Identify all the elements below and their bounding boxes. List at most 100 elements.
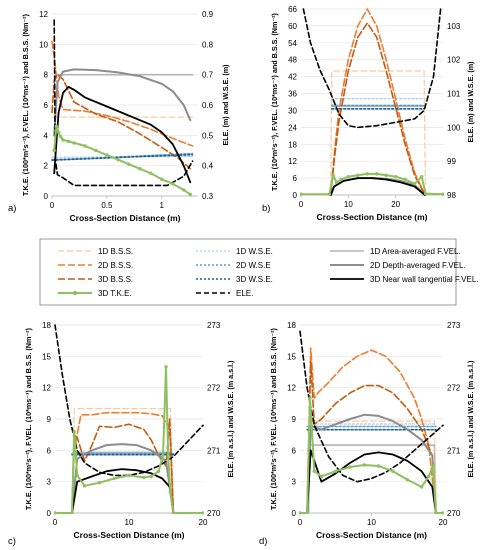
y-tick-label: 0 (47, 509, 52, 518)
x-axis-title: Cross-Section Distance (m) (74, 530, 185, 540)
data-point-tke (441, 192, 444, 196)
legend-label: 2D B.S.S. (98, 261, 133, 270)
series-line-v3d (71, 468, 175, 514)
y-tick-label: 30 (288, 106, 297, 115)
y-tick-label: 9 (292, 415, 297, 424)
y-tick-label: 12 (287, 384, 296, 393)
data-point-tke (54, 124, 59, 128)
y-tick-label: 6 (47, 446, 52, 455)
data-point-tke (52, 148, 56, 153)
data-point-tke (75, 473, 79, 478)
legend-label: 1D Area-averaged F.VEL. (370, 247, 461, 256)
panel-letter: a) (8, 203, 16, 214)
y2-tick-label: 0.7 (202, 71, 214, 80)
data-point-tke (72, 429, 76, 434)
y2-tick-label: 100 (447, 123, 461, 132)
y-tick-label: 42 (288, 73, 297, 82)
data-point-tke (362, 463, 367, 467)
y2-axis-title: ELE. (m a.s.l.) and W.S.E. (m a.s.l.) (226, 360, 235, 478)
data-point-tke (365, 172, 369, 176)
y-tick-label: 6 (44, 101, 49, 110)
series-group (54, 324, 204, 514)
data-point-tke (393, 174, 398, 179)
legend-item-w2d: 2D W.S.E (196, 261, 271, 270)
data-point-tke (419, 485, 424, 489)
series-line-b1d (71, 408, 174, 514)
panel-letter: b) (262, 203, 270, 214)
x-tick-label: 20 (199, 518, 208, 527)
legend: 1D B.S.S. 1D W.S.E. 1D Area-averaged F.VEL… (39, 238, 479, 306)
y-tick-label: 10 (39, 40, 48, 49)
data-point-tke (339, 177, 343, 182)
series-line-b2d (51, 40, 194, 147)
data-point-tke (334, 469, 338, 473)
data-point-tke (348, 465, 352, 469)
x-tick-label: 10 (125, 518, 134, 527)
legend-item-tke: 3D T.K.E. (58, 289, 132, 298)
y2-tick-label: 102 (447, 56, 461, 65)
x-tick-label: 10 (344, 200, 353, 209)
data-point-tke (405, 477, 409, 482)
data-point-tke (94, 148, 98, 153)
x-tick-label: 1 (160, 201, 165, 210)
y-tick-label: 4 (44, 131, 49, 140)
data-point-tke (138, 167, 142, 171)
x-tick-label: 20 (391, 200, 400, 209)
y2-tick-label: 0.3 (202, 192, 214, 201)
data-point-tke (308, 396, 312, 400)
y2-tick-label: 273 (447, 321, 461, 330)
legend-item-w1d: 1D W.S.E. (196, 247, 273, 256)
legend-item-b2d: 2D B.S.S. (58, 261, 133, 270)
y2-tick-label: 103 (447, 22, 461, 31)
y2-tick-label: 99 (447, 157, 456, 166)
y2-tick-label: 270 (207, 509, 221, 518)
y-tick-label: 0 (44, 192, 49, 201)
data-point-tke (83, 144, 87, 148)
y2-axis-title: ELE. (m) and W.S.E. (m) (466, 61, 475, 143)
data-point-tke (312, 469, 316, 473)
y-tick-label: 36 (288, 90, 297, 99)
series-line-b3d (329, 22, 426, 196)
series-line-v3d (53, 85, 192, 184)
data-point-tke (334, 180, 339, 185)
legend-marker (72, 290, 78, 296)
series-line-v3d (329, 177, 426, 196)
data-point-tke (164, 365, 168, 369)
legend-label: 1D B.S.S. (98, 247, 133, 256)
data-point-tke (201, 511, 204, 514)
data-point-tke (376, 464, 381, 468)
y-tick-label: 12 (39, 10, 48, 19)
y-axis-title: T.K.E. (100*m²s⁻²), F.VEL. (10*ms⁻¹) and… (24, 327, 33, 510)
data-point-tke (66, 139, 71, 144)
series-group (51, 19, 194, 197)
series-line-b3d (51, 73, 192, 170)
series-line-v2d (53, 68, 192, 137)
data-point-tke (171, 511, 176, 514)
x-tick-label: 20 (439, 518, 448, 527)
y2-axis-title: ELE. (m a.s.l.) and W.S.E. (m a.s.l.) (466, 360, 475, 478)
series-line-v2d (71, 443, 175, 514)
series-line-tke (300, 172, 444, 196)
series-group (300, 8, 444, 196)
y-tick-label: 3 (292, 478, 297, 487)
series-line-tke (299, 397, 444, 514)
y-tick-label: 15 (287, 352, 296, 361)
legend-item-b3d: 3D B.S.S. (58, 275, 133, 284)
series-line-v3d (306, 449, 437, 514)
legend-label: 1D W.S.E. (236, 247, 273, 256)
legend-item-w3d: 3D W.S.E. (196, 275, 273, 284)
legend-frame (39, 238, 457, 306)
y-tick-label: 54 (288, 39, 297, 48)
legend-item-v1d: 1D Area-averaged F.VEL. (330, 247, 461, 256)
data-point-tke (72, 141, 76, 145)
data-point-tke (161, 453, 165, 458)
y-tick-label: 6 (292, 446, 297, 455)
series-line-b2d (329, 8, 426, 196)
data-point-tke (171, 182, 175, 186)
y2-tick-label: 101 (447, 90, 461, 99)
series-line-ele (299, 330, 444, 483)
y2-tick-label: 271 (447, 446, 461, 455)
chart-panel-c: 0 3 6 9 12 15 18 270 271 272 273 0 10 20 T.K.E. (100*m… (8, 321, 235, 547)
